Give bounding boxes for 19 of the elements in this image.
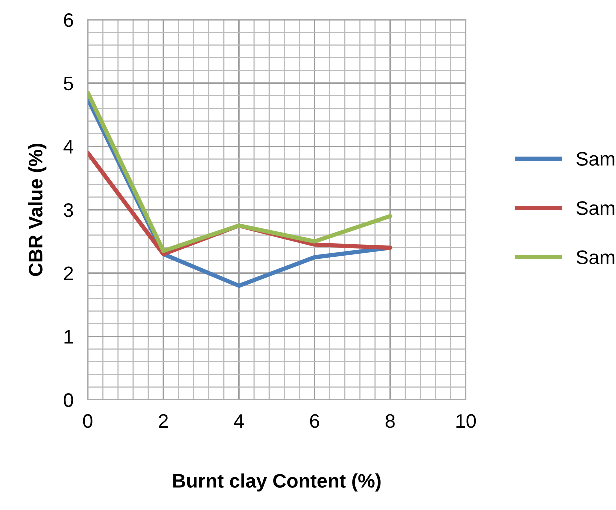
y-tick-label: 2 <box>64 266 74 280</box>
y-tick-label: 1 <box>64 330 74 344</box>
line-series <box>88 90 392 254</box>
x-tick-label: 10 <box>456 414 476 428</box>
y-tick-label: 4 <box>64 140 74 154</box>
y-tick-label: 5 <box>64 77 74 91</box>
x-tick-label: 6 <box>310 414 320 428</box>
x-tick-label: 0 <box>83 414 93 428</box>
x-tick-label: 4 <box>234 414 244 428</box>
y-tick-label: 3 <box>64 203 74 218</box>
y-axis-title: CBR Value (%) <box>28 144 47 276</box>
x-axis-title: Burnt clay Content (%) <box>174 474 381 492</box>
legend-label: Sam <box>576 152 615 166</box>
y-tick-label: 0 <box>64 393 74 408</box>
y-tick-label: 6 <box>64 13 74 28</box>
legend-label: Sam <box>576 250 615 264</box>
x-tick-label: 2 <box>159 414 168 428</box>
x-tick-label: 8 <box>386 414 395 428</box>
legend-label: Sam <box>576 201 615 216</box>
